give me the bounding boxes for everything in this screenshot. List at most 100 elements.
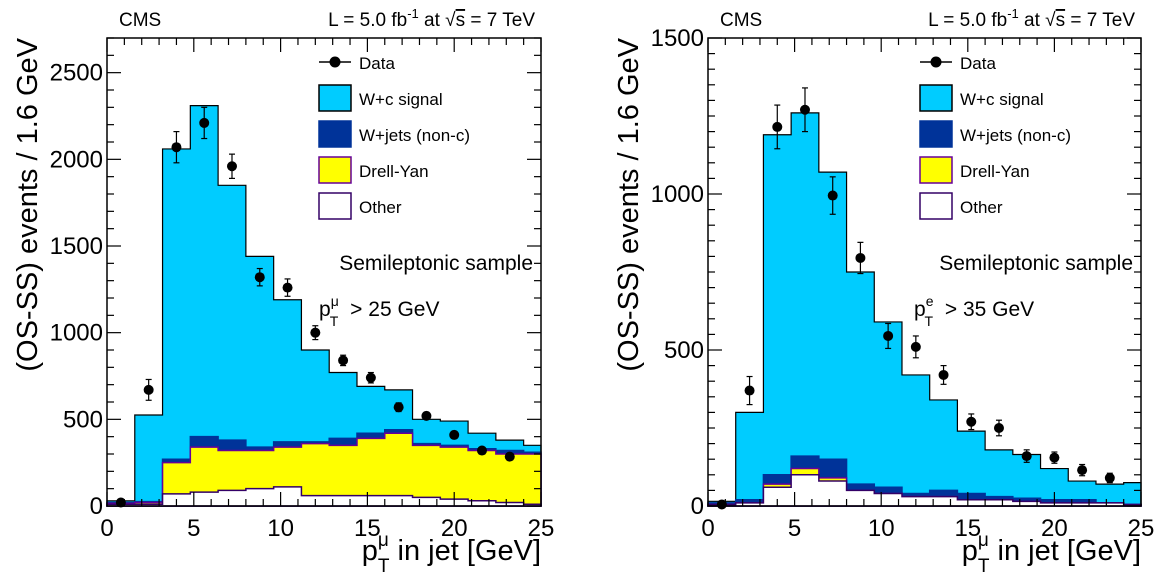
lumi-text: L = 5.0 fb: [928, 10, 1007, 31]
y-axis-label: (OS-SS) events / 1.6 GeV: [613, 37, 645, 371]
data-point: [1021, 451, 1032, 462]
y-axis-label: (OS-SS) events / 1.6 GeV: [12, 37, 44, 371]
y-tick-label: 1500: [50, 233, 103, 260]
lumi-text: L = 5.0 fb: [328, 10, 407, 31]
legend-label-signal: W+c signal: [960, 90, 1044, 109]
legend-data-marker: [930, 56, 942, 68]
experiment-label: CMS: [720, 10, 762, 31]
cut-sup: μ: [331, 293, 339, 309]
x-tick-label: 25: [1128, 515, 1155, 542]
data-point: [1104, 472, 1115, 483]
experiment-label: CMS: [119, 10, 161, 31]
x-tick-label: 10: [267, 515, 294, 542]
y-tick-label: 0: [90, 493, 103, 520]
y-tick-label: 0: [691, 493, 704, 520]
legend-label-other: Other: [359, 198, 402, 217]
x-tick-label: 5: [788, 515, 801, 542]
data-point: [966, 416, 977, 427]
x-tick-label: 15: [354, 515, 381, 542]
legend-label-dy: Drell-Yan: [960, 162, 1030, 181]
x-tick-label: 0: [701, 515, 714, 542]
legend-label-other: Other: [960, 198, 1003, 217]
cut-sup: e: [926, 293, 934, 309]
x-tick-label: 20: [441, 515, 468, 542]
data-point: [254, 272, 265, 283]
x-tick-label: 15: [954, 515, 981, 542]
cut-rest: > 35 GeV: [939, 298, 1034, 321]
data-point: [504, 451, 515, 462]
data-point: [226, 161, 237, 172]
data-point: [143, 384, 154, 395]
xlabel-sub: T: [978, 556, 990, 577]
x-axis-label: pμ T in jet [GeV]: [962, 530, 1141, 577]
legend-swatch-dy: [318, 156, 352, 184]
data-point: [1049, 452, 1060, 463]
data-point: [910, 341, 921, 352]
hist-other: [707, 474, 1142, 507]
data-point: [171, 142, 182, 153]
data-point: [282, 282, 293, 293]
lumi-at: at √: [419, 10, 456, 31]
legend-label-wjets: W+jets (non-c): [359, 126, 470, 145]
chart-panel-right: 0 5 10 15 20 25 0 500 1000 1500 CMS L = 5.0 fb-1 at…: [613, 6, 1154, 577]
data-point: [115, 497, 126, 508]
legend-label-dy: Drell-Yan: [359, 162, 429, 181]
data-point: [938, 369, 949, 380]
data-point: [393, 402, 404, 413]
lumi-exponent: -1: [407, 6, 419, 21]
y-tick-label: 1500: [651, 25, 704, 52]
legend-label-signal: W+c signal: [359, 90, 443, 109]
lumi-sqrt-s: s: [456, 10, 466, 31]
data-point: [449, 429, 460, 440]
hist-signal: [707, 112, 1142, 507]
hist-other: [106, 486, 542, 507]
cut-label: pμ T > 25 GeV: [319, 293, 439, 329]
data-point: [883, 330, 894, 341]
xlabel-sub: T: [378, 556, 390, 577]
legend-swatch-dy: [919, 156, 953, 184]
annotation-text: Semileptonic sample: [939, 252, 1133, 275]
y-tick-label: 500: [664, 337, 704, 364]
lumi-at: at √: [1019, 10, 1056, 31]
x-tick-label: 0: [100, 515, 113, 542]
lumi-sqrt-s: s: [1056, 10, 1066, 31]
data-point: [772, 121, 783, 132]
y-tick-label: 500: [63, 406, 103, 433]
cut-p: p: [914, 298, 926, 321]
legend-label-wjets: W+jets (non-c): [960, 126, 1071, 145]
data-point: [365, 372, 376, 383]
cut-sub: T: [924, 313, 933, 329]
cut-rest: > 25 GeV: [344, 298, 439, 321]
plot-frame: [106, 37, 542, 507]
x-tick-label: 25: [528, 515, 555, 542]
data-point: [199, 117, 210, 128]
cut-label: pe T > 35 GeV: [914, 293, 1034, 329]
xlabel-sup: μ: [978, 530, 989, 551]
legend-swatch-other: [919, 192, 953, 220]
lumi-energy: = 7 TeV: [465, 10, 535, 31]
y-tick-label: 2500: [50, 60, 103, 87]
legend-swatch-other: [318, 192, 352, 220]
data-point: [476, 445, 487, 456]
data-point: [799, 104, 810, 115]
lumi-label: L = 5.0 fb-1 at √s = 7 TeV: [328, 6, 535, 31]
xlabel-p: p: [962, 535, 978, 567]
data-point: [1077, 465, 1088, 476]
data-point: [855, 252, 866, 263]
lumi-exponent: -1: [1007, 6, 1019, 21]
lumi-label: L = 5.0 fb-1 at √s = 7 TeV: [928, 6, 1135, 31]
legend-swatch-signal: [318, 84, 352, 112]
x-tick-label: 10: [868, 515, 895, 542]
x-tick-label: 20: [1041, 515, 1068, 542]
legend-swatch-signal: [919, 84, 953, 112]
data-point: [993, 423, 1004, 433]
y-tick-label: 2000: [50, 146, 103, 173]
data-point: [744, 385, 755, 396]
cut-p: p: [319, 298, 331, 321]
xlabel-p: p: [362, 535, 378, 567]
legend-label-data: Data: [359, 54, 395, 73]
xlabel-rest: in jet [GeV]: [389, 535, 541, 567]
y-tick-label: 1000: [651, 181, 704, 208]
